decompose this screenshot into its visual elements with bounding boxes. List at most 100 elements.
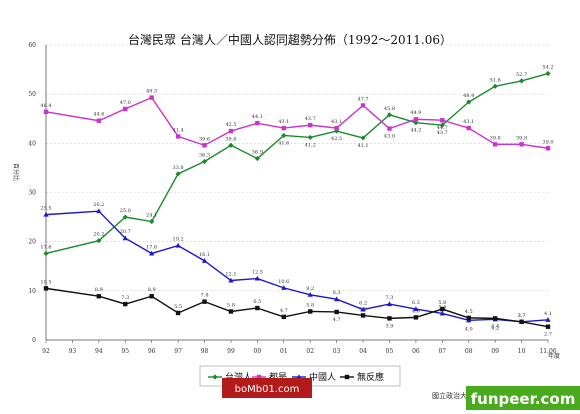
- data-label: 6.2: [359, 301, 367, 307]
- y-tick-label: 0: [32, 337, 36, 344]
- data-label: 25.0: [120, 208, 131, 214]
- data-point: [43, 109, 49, 115]
- data-label: 36.3: [199, 153, 210, 159]
- data-label: 44.7: [437, 125, 448, 131]
- data-label: 4.5: [465, 309, 473, 315]
- x-tick-label: 10: [518, 348, 526, 355]
- data-point: [307, 134, 313, 141]
- data-label: 8.3: [333, 290, 341, 296]
- data-point: [308, 309, 313, 314]
- data-point: [413, 120, 419, 126]
- data-label: 3.7: [518, 313, 526, 319]
- data-label: 43.0: [384, 134, 395, 140]
- data-point: [439, 122, 445, 128]
- data-label: 39.6: [199, 136, 210, 142]
- watermark-left-text: boMb01.com: [235, 384, 300, 395]
- data-label: 33.8: [173, 165, 184, 171]
- data-label: 4.7: [280, 308, 288, 314]
- data-label: 4.4: [491, 323, 499, 329]
- data-point: [545, 324, 551, 329]
- x-tick-label: 94: [95, 348, 103, 355]
- data-label: 44.1: [252, 114, 263, 120]
- data-label: 43.7: [305, 116, 316, 122]
- x-tick-label: 02: [306, 348, 314, 355]
- y-tick-label: 20: [28, 239, 36, 246]
- data-point: [519, 142, 524, 147]
- data-point: [545, 70, 551, 77]
- data-point: [492, 142, 498, 147]
- data-point: [212, 374, 218, 380]
- series-0: [43, 70, 551, 257]
- data-point: [334, 296, 340, 302]
- data-point: [466, 99, 472, 105]
- data-label: 7.8: [201, 293, 209, 299]
- data-point: [43, 286, 49, 291]
- data-point: [175, 310, 181, 316]
- data-point: [360, 135, 366, 141]
- data-point: [228, 142, 234, 148]
- data-point: [344, 374, 350, 380]
- data-point: [492, 316, 498, 321]
- data-point: [386, 112, 393, 118]
- data-label: 39.8: [490, 135, 501, 141]
- data-label: 4.2: [491, 325, 499, 331]
- data-point: [281, 132, 287, 139]
- data-point: [387, 316, 392, 321]
- data-label: 3.9: [385, 323, 393, 329]
- data-point: [175, 242, 181, 248]
- x-tick-label: 04: [359, 348, 367, 355]
- x-tick-label: 97: [174, 348, 182, 355]
- data-point: [201, 158, 208, 165]
- data-point: [256, 374, 262, 380]
- legend-label: 中國人: [309, 371, 336, 383]
- data-label: 5.8: [306, 302, 314, 308]
- data-point: [308, 122, 313, 128]
- data-point: [149, 218, 155, 225]
- data-label: 24.1: [146, 213, 157, 219]
- data-label: 20.7: [120, 229, 131, 235]
- data-point: [545, 317, 551, 322]
- data-point: [281, 285, 287, 290]
- data-label: 17.6: [40, 244, 51, 250]
- data-point: [228, 128, 234, 134]
- data-label: 44.2: [410, 128, 421, 134]
- axis-layer: 0 10 20 30 40 50 60 92 93 94 95 96 97 98 99 00 01 02 03 04 0…: [28, 42, 556, 355]
- data-label: 54.2: [542, 65, 553, 71]
- x-tick-label: 03: [333, 348, 341, 355]
- watermark-right: funpeer.com: [466, 386, 580, 410]
- data-label: 4.7: [333, 317, 341, 323]
- data-point: [43, 250, 49, 257]
- data-label: 45.8: [384, 106, 395, 112]
- data-label: 47.7: [357, 96, 368, 102]
- data-point: [175, 134, 181, 139]
- y-tick-label: 40: [28, 140, 36, 147]
- data-point: [466, 125, 471, 131]
- data-label: 52.7: [516, 72, 527, 78]
- data-point: [43, 211, 49, 217]
- data-point: [439, 310, 445, 316]
- data-point: [492, 83, 498, 89]
- data-label: 39.6: [225, 136, 236, 142]
- data-label: 41.6: [278, 140, 289, 146]
- data-point: [123, 301, 128, 307]
- data-label: 19.2: [173, 237, 184, 243]
- y-tick-label: 50: [28, 91, 36, 98]
- x-tick-label: 99: [227, 348, 235, 355]
- data-point: [123, 106, 128, 112]
- data-point: [387, 126, 392, 131]
- data-label: 41.1: [357, 143, 368, 149]
- data-point: [255, 305, 260, 311]
- data-label: 7.3: [385, 295, 393, 301]
- data-label: 5.8: [227, 302, 235, 308]
- watermark-right-text: funpeer.com: [471, 390, 576, 408]
- data-point: [254, 275, 260, 281]
- data-label: 5.5: [174, 304, 182, 310]
- series-1: [43, 95, 551, 151]
- data-point: [360, 103, 366, 108]
- data-label: 36.9: [252, 150, 263, 156]
- data-label: 42.5: [225, 122, 236, 128]
- data-point: [149, 294, 154, 299]
- data-point: [149, 250, 155, 256]
- data-point: [413, 306, 419, 312]
